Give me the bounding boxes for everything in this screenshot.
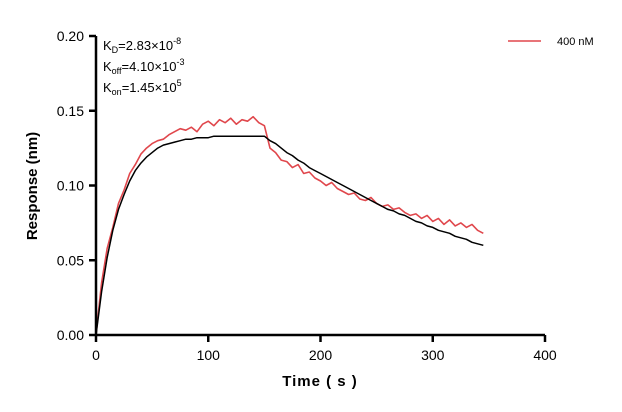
x-tick-label: 400	[533, 347, 557, 363]
series-line-400nm	[95, 115, 484, 336]
y-tick-label: 0.00	[57, 327, 84, 343]
series-layer	[95, 115, 484, 336]
fit-curve	[95, 135, 484, 336]
y-tick-label: 0.05	[57, 252, 84, 268]
kd-annotation: KD=2.83×10-8	[103, 36, 181, 55]
y-tick-label: 0.15	[57, 103, 84, 119]
x-axis-label: Time ( s )	[282, 373, 358, 390]
kon-annotation: Kon=1.45×105	[103, 78, 182, 97]
y-axis-label: Response (nm)	[24, 132, 41, 240]
x-tick-label: 100	[197, 347, 221, 363]
y-tick-label: 0.20	[57, 28, 84, 44]
y-tick-label: 0.10	[57, 178, 84, 194]
x-tick-label: 0	[92, 347, 100, 363]
koff-annotation: Koff=4.10×10-3	[103, 57, 184, 76]
legend: 400 nM	[508, 36, 594, 48]
kinetic-annotations: KD=2.83×10-8 Koff=4.10×10-3 Kon=1.45×105	[103, 36, 184, 97]
ticks: 0 100 200 300 400 0.00 0.05 0.10 0.15 0.20	[57, 28, 557, 363]
legend-label: 400 nM	[557, 36, 594, 48]
x-tick-label: 300	[421, 347, 445, 363]
x-tick-label: 200	[309, 347, 333, 363]
